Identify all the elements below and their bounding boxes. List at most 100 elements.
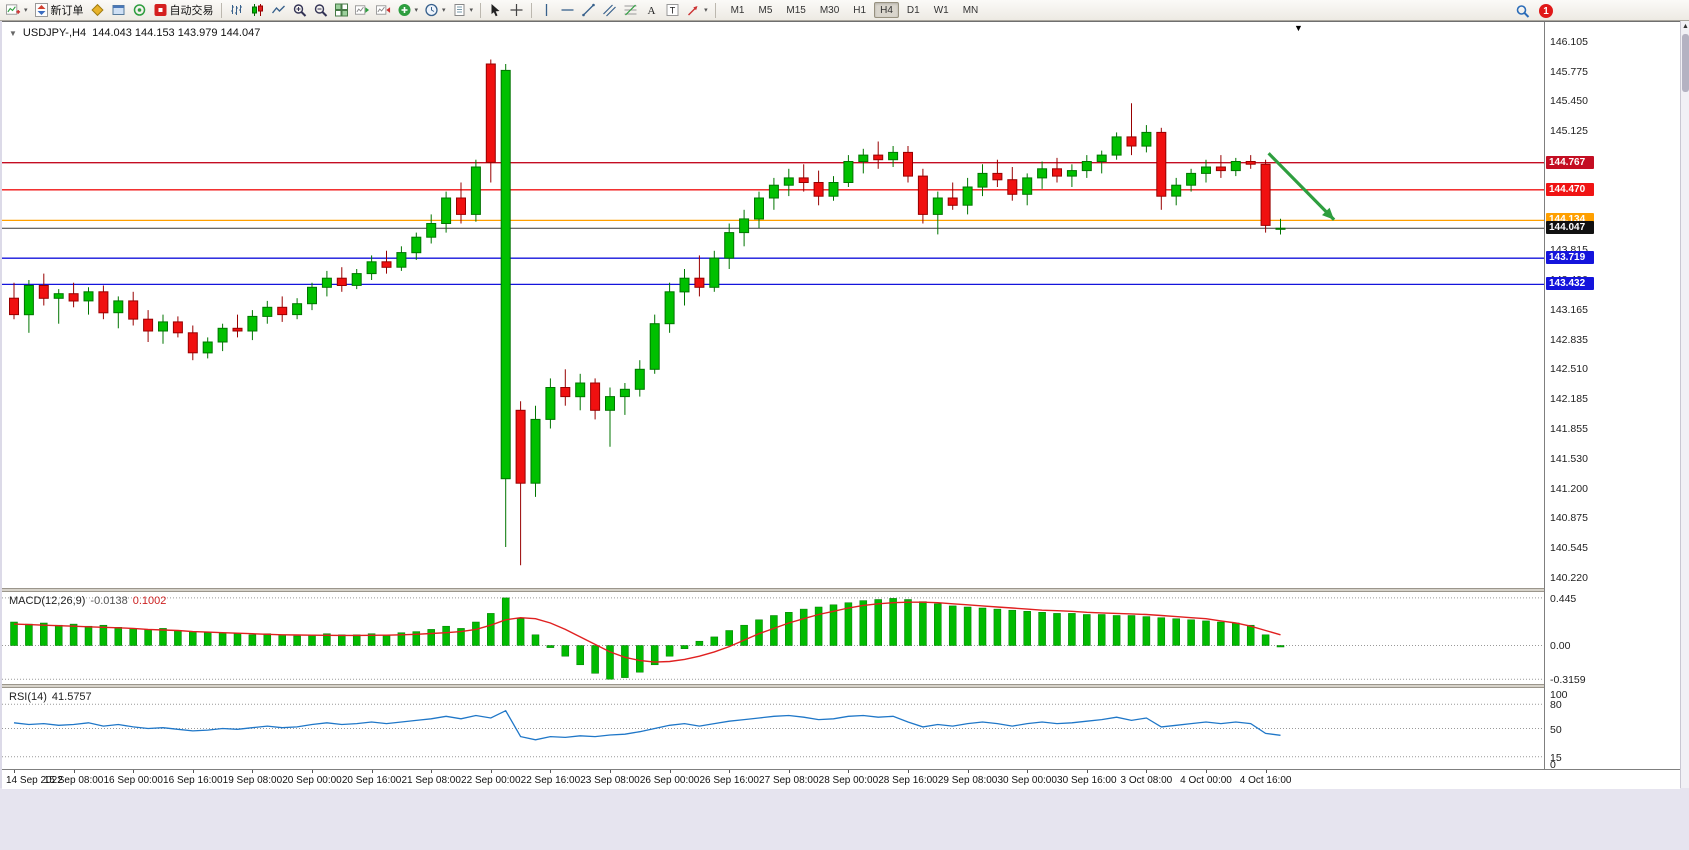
new-order-label: 新订单 bbox=[50, 5, 84, 17]
ohlc-values: 144.043 144.153 143.979 144.047 bbox=[92, 27, 261, 39]
timeframe-group: M1 M5 M15 M30 H1 H4 D1 W1 MN bbox=[724, 2, 986, 18]
timeframe-m5-button[interactable]: M5 bbox=[758, 4, 773, 16]
price-axis-label: 140.545 bbox=[1550, 542, 1588, 555]
trendline-button[interactable] bbox=[578, 1, 599, 19]
channel-icon bbox=[602, 3, 617, 17]
macd-panel[interactable] bbox=[2, 592, 1544, 684]
text-a-icon: A bbox=[644, 3, 659, 17]
toolbar-right-group: 1 bbox=[1512, 2, 1553, 20]
time-axis-tick bbox=[133, 770, 135, 773]
time-axis-label: 21 Sep 08:00 bbox=[401, 775, 461, 786]
zoom-out-button[interactable] bbox=[310, 1, 331, 19]
new-chart-button[interactable]: ▾ bbox=[3, 1, 31, 19]
scroll-up-icon[interactable]: ▲ bbox=[1682, 23, 1689, 30]
text-button[interactable]: A bbox=[641, 1, 662, 19]
macd-axis-label: 0.445 bbox=[1550, 592, 1577, 605]
fibonacci-button[interactable] bbox=[620, 1, 641, 19]
indicator-add-icon bbox=[397, 3, 412, 17]
time-axis-label: 20 Sep 00:00 bbox=[282, 775, 342, 786]
hline-price-badge: 144.767 bbox=[1546, 155, 1594, 169]
crosshair-button[interactable] bbox=[506, 1, 527, 19]
macd-label: MACD(12,26,9) bbox=[9, 595, 86, 607]
price-chart[interactable] bbox=[2, 23, 1544, 588]
hline-price-badge: 144.470 bbox=[1546, 182, 1594, 196]
timeframe-d1-button[interactable]: D1 bbox=[906, 4, 920, 16]
algo-button[interactable] bbox=[129, 1, 150, 19]
channel-button[interactable] bbox=[599, 1, 620, 19]
metaeditor-button[interactable] bbox=[87, 1, 108, 19]
panel-splitter[interactable] bbox=[2, 684, 1680, 688]
rsi-axis-label: 100 bbox=[1550, 689, 1568, 701]
rsi-label: RSI(14) bbox=[9, 691, 47, 703]
toolbar-separator bbox=[714, 2, 716, 18]
dropdown-caret-icon: ▾ bbox=[24, 7, 28, 14]
strategy-tester-button[interactable] bbox=[108, 1, 129, 19]
price-axis-label: 145.125 bbox=[1550, 125, 1588, 138]
template-icon bbox=[452, 3, 467, 17]
price-axis-label: 142.185 bbox=[1550, 392, 1588, 405]
add-indicator-button[interactable]: ▾ bbox=[394, 1, 422, 19]
autotrade-icon bbox=[153, 3, 168, 17]
price-axis-label: 145.450 bbox=[1550, 95, 1588, 108]
scrollbar-thumb[interactable] bbox=[1682, 34, 1689, 92]
timeframe-mn-button[interactable]: MN bbox=[962, 4, 979, 16]
time-axis-label: 26 Sep 00:00 bbox=[639, 775, 700, 786]
time-axis-tick bbox=[610, 770, 611, 773]
time-axis-tick bbox=[192, 770, 194, 773]
templates-button[interactable]: ▾ bbox=[449, 1, 477, 19]
chartshift-icon bbox=[375, 3, 391, 17]
timeframe-w1-button[interactable]: W1 bbox=[933, 4, 949, 16]
vertical-scrollbar[interactable]: ▲ bbox=[1680, 21, 1689, 788]
price-axis-label: 143.165 bbox=[1550, 303, 1588, 316]
time-axis-tick bbox=[252, 770, 254, 773]
timeframe-m1-button[interactable]: M1 bbox=[730, 4, 745, 16]
collapse-chart-icon[interactable]: ▼ bbox=[9, 28, 17, 38]
auto-scroll-button[interactable] bbox=[352, 1, 373, 19]
price-axis-label: 140.220 bbox=[1550, 572, 1588, 585]
cursor-button[interactable] bbox=[485, 1, 506, 19]
toolbar-button-group: ▾ 新订单 自动交易 ▾ ▾ ▾ A T ▾ bbox=[3, 1, 720, 19]
search-button[interactable] bbox=[1512, 2, 1533, 20]
time-axis-label: 26 Sep 16:00 bbox=[699, 775, 759, 786]
time-axis-tick bbox=[1265, 770, 1267, 773]
vertical-line-button[interactable] bbox=[536, 1, 557, 19]
tile-windows-button[interactable] bbox=[331, 1, 352, 19]
timeframe-h4-button[interactable]: H4 bbox=[874, 2, 899, 18]
time-axis-tick bbox=[1206, 770, 1207, 773]
timeframe-m30-button[interactable]: M30 bbox=[819, 4, 840, 16]
bar-chart-button[interactable] bbox=[226, 1, 247, 19]
time-axis-label: 30 Sep 16:00 bbox=[1057, 775, 1117, 786]
horizontal-line-button[interactable] bbox=[557, 1, 578, 19]
arrows-button[interactable]: ▾ bbox=[683, 1, 711, 19]
periods-button[interactable]: ▾ bbox=[421, 1, 449, 19]
time-axis[interactable]: 14 Sep 2022 15 Sep 08:00 16 Sep 00:00 16 Se… bbox=[2, 769, 1680, 789]
zoom-in-button[interactable] bbox=[289, 1, 310, 19]
time-axis-label: 28 Sep 16:00 bbox=[878, 775, 938, 786]
hline-price-badge: 143.719 bbox=[1546, 251, 1594, 265]
timeframe-h1-button[interactable]: H1 bbox=[853, 4, 867, 16]
fibo-icon bbox=[623, 3, 638, 17]
new-order-button[interactable]: 新订单 bbox=[31, 1, 87, 19]
chart-shift-button[interactable] bbox=[373, 1, 394, 19]
price-axis-label: 141.855 bbox=[1550, 423, 1588, 436]
timeframe-m15-button[interactable]: M15 bbox=[786, 4, 806, 16]
zoom-in-icon bbox=[292, 3, 307, 17]
arrows-icon bbox=[686, 3, 701, 17]
auto-trading-button[interactable]: 自动交易 bbox=[150, 1, 217, 19]
algo-icon bbox=[132, 3, 147, 17]
time-axis-label: 20 Sep 16:00 bbox=[341, 775, 402, 786]
notification-badge[interactable]: 1 bbox=[1539, 4, 1553, 18]
dropdown-caret-icon: ▾ bbox=[442, 7, 446, 14]
order-icon bbox=[34, 3, 49, 17]
price-axis-label: 145.775 bbox=[1550, 65, 1588, 78]
price-axis-label: 141.200 bbox=[1550, 482, 1588, 495]
line-chart-button[interactable] bbox=[268, 1, 289, 19]
hline-price-badge: 143.432 bbox=[1546, 277, 1594, 291]
chart-shift-marker-icon[interactable]: ▼ bbox=[1294, 23, 1303, 33]
main-toolbar: ▾ 新订单 自动交易 ▾ ▾ ▾ A T ▾ M1 M5 M15 M30 H1 H4 D1 W1 MN 1 bbox=[0, 0, 1689, 21]
rsi-panel[interactable] bbox=[2, 688, 1544, 769]
candle-chart-button[interactable] bbox=[247, 1, 268, 19]
price-axis[interactable]: 146.105145.775145.450145.125144.800144.4… bbox=[1544, 22, 1680, 771]
panel-splitter[interactable] bbox=[2, 588, 1680, 592]
text-label-button[interactable]: T bbox=[662, 1, 683, 19]
